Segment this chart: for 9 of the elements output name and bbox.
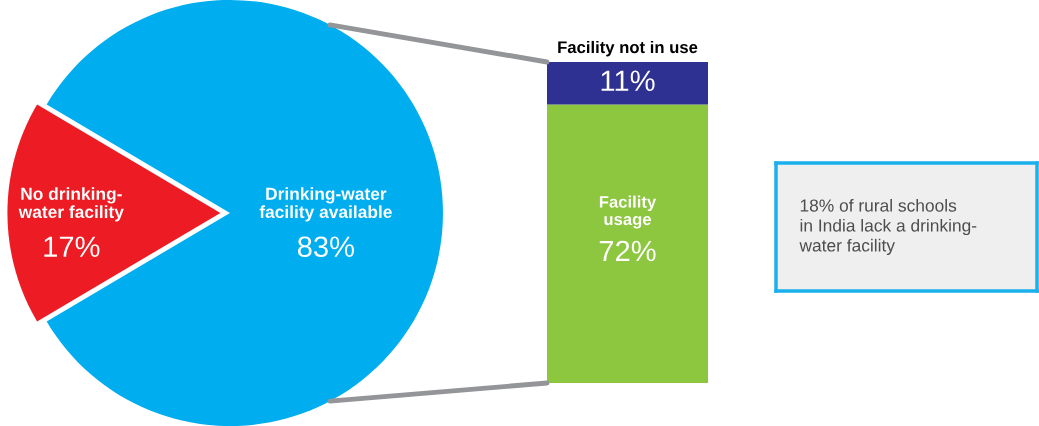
- series-label: Facility not in use: [558, 40, 698, 57]
- slice-label: Drinking-water facility available: [259, 187, 392, 222]
- data-label: 17%: [44, 236, 100, 257]
- data-label: 72%: [599, 240, 656, 262]
- data-label: 83%: [297, 236, 354, 258]
- data-label: 11%: [601, 70, 655, 91]
- text: 18% of rural schools in India lack a drinking- water facility: [799, 198, 977, 256]
- slice-label: No drinking- water facility: [18, 187, 124, 222]
- series-label: Facility usage: [599, 195, 657, 229]
